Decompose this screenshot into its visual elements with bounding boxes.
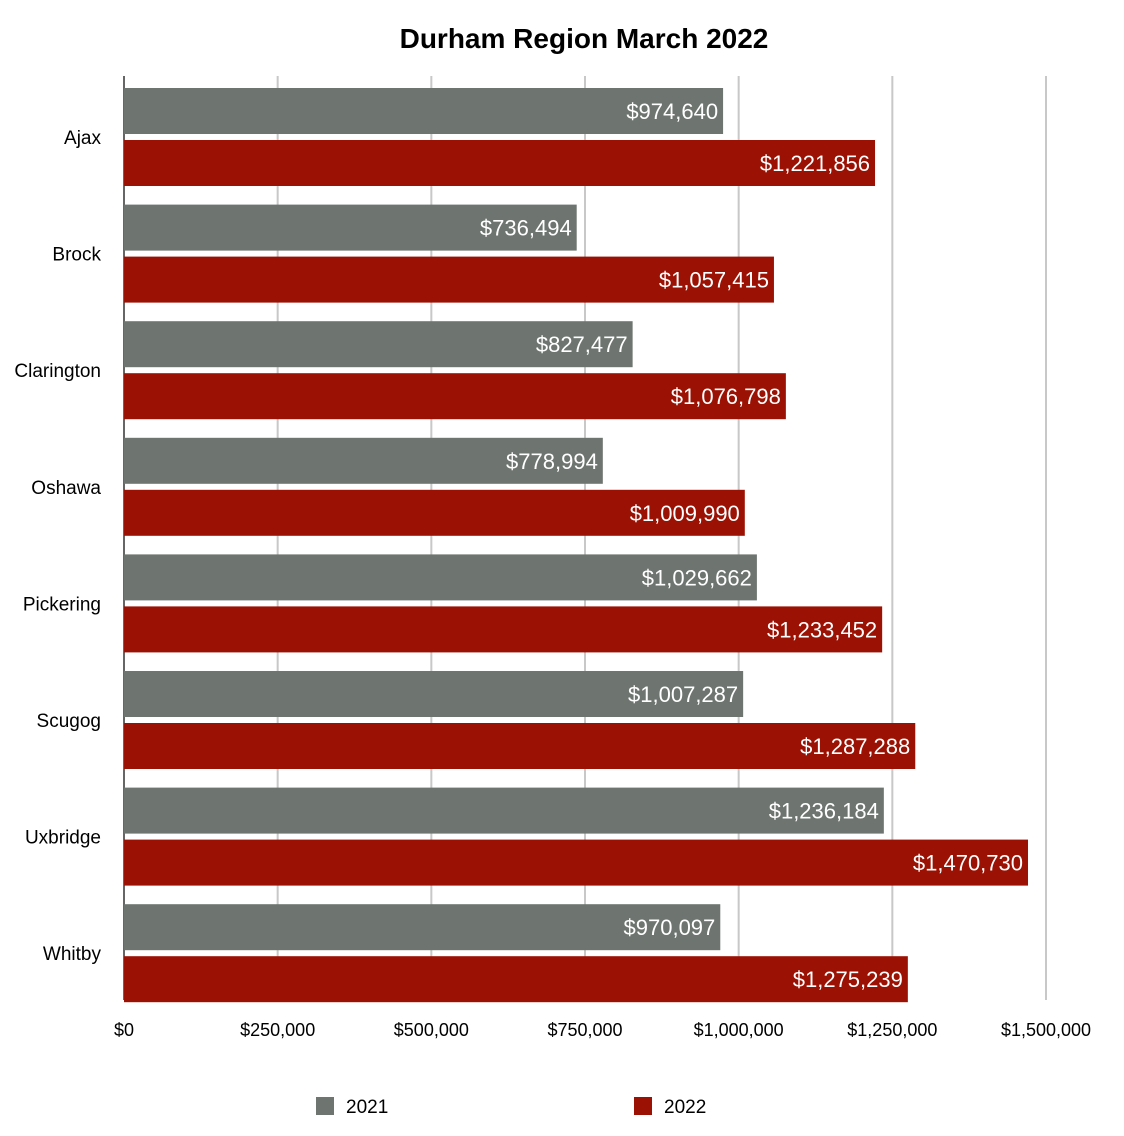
bar-2022-oshawa <box>124 489 745 536</box>
bar-2021-scugog <box>124 671 744 717</box>
bar-2022-whitby <box>124 956 908 1003</box>
legend-label-2021: 2021 <box>346 1097 388 1118</box>
x-tick-label: $250,000 <box>240 1020 315 1040</box>
bar-value-label: $1,007,287 <box>628 682 738 707</box>
bar-2021-brock <box>124 204 577 251</box>
legend-swatch-2021 <box>316 1097 334 1115</box>
bar-2021-ajax <box>124 88 724 134</box>
bar-value-label: $1,029,662 <box>642 565 752 590</box>
bar-2022-brock <box>124 256 774 303</box>
category-label: Oshawa <box>31 478 101 499</box>
chart-title: Durham Region March 2022 <box>400 23 769 54</box>
bar-2022-scugog <box>124 723 916 769</box>
bar-value-label: $1,275,239 <box>793 967 903 992</box>
x-tick-label: $750,000 <box>547 1020 622 1040</box>
bar-value-label: $736,494 <box>480 216 572 241</box>
x-axis-tick-labels: $0 $250,000 $500,000 $750,000 $1,000,000 $1,2… <box>114 1020 1091 1040</box>
bar-value-label: $1,287,288 <box>800 734 910 759</box>
bar-2021-whitby <box>124 904 721 951</box>
category-label: Whitby <box>43 944 102 965</box>
bar-value-label: $974,640 <box>626 99 718 124</box>
bar-2021-oshawa <box>124 437 603 484</box>
category-label: Brock <box>52 245 101 266</box>
x-tick-label: $500,000 <box>394 1020 469 1040</box>
bar-value-labels: $974,640 $1,221,856 $736,494 $1,057,415 $827… <box>480 99 1023 992</box>
x-tick-label: $1,250,000 <box>847 1020 937 1040</box>
category-label: Scugog <box>37 711 101 732</box>
bar-value-label: $1,236,184 <box>769 799 879 824</box>
bars <box>124 88 1029 1003</box>
x-tick-label: $1,000,000 <box>694 1020 784 1040</box>
bar-value-label: $827,477 <box>536 332 628 357</box>
category-label: Uxbridge <box>25 828 101 849</box>
bar-value-label: $1,470,730 <box>913 851 1023 876</box>
bar-2022-ajax <box>124 140 876 186</box>
category-label: Pickering <box>23 594 101 615</box>
category-label: Ajax <box>64 128 101 149</box>
bar-2021-clarington <box>124 321 633 368</box>
legend-swatch-2022 <box>634 1097 652 1115</box>
bar-value-label: $1,009,990 <box>630 501 740 526</box>
x-tick-label: $1,500,000 <box>1001 1020 1091 1040</box>
bar-2022-clarington <box>124 373 786 420</box>
bar-value-label: $970,097 <box>624 915 716 940</box>
bar-2021-pickering <box>124 554 757 601</box>
category-label: Clarington <box>14 361 101 382</box>
bar-2022-pickering <box>124 606 883 653</box>
bar-2021-uxbridge <box>124 787 884 834</box>
category-labels: Ajax Brock Clarington Oshawa Pickering Scugog… <box>14 128 101 965</box>
bar-value-label: $1,076,798 <box>671 384 781 409</box>
bar-value-label: $778,994 <box>506 449 598 474</box>
legend-label-2022: 2022 <box>664 1097 706 1118</box>
bar-2022-uxbridge <box>124 839 1029 886</box>
legend: 2021 2022 <box>316 1097 706 1118</box>
x-tick-label: $0 <box>114 1020 134 1040</box>
bar-value-label: $1,221,856 <box>760 151 870 176</box>
bar-value-label: $1,233,452 <box>767 617 877 642</box>
bar-value-label: $1,057,415 <box>659 268 769 293</box>
